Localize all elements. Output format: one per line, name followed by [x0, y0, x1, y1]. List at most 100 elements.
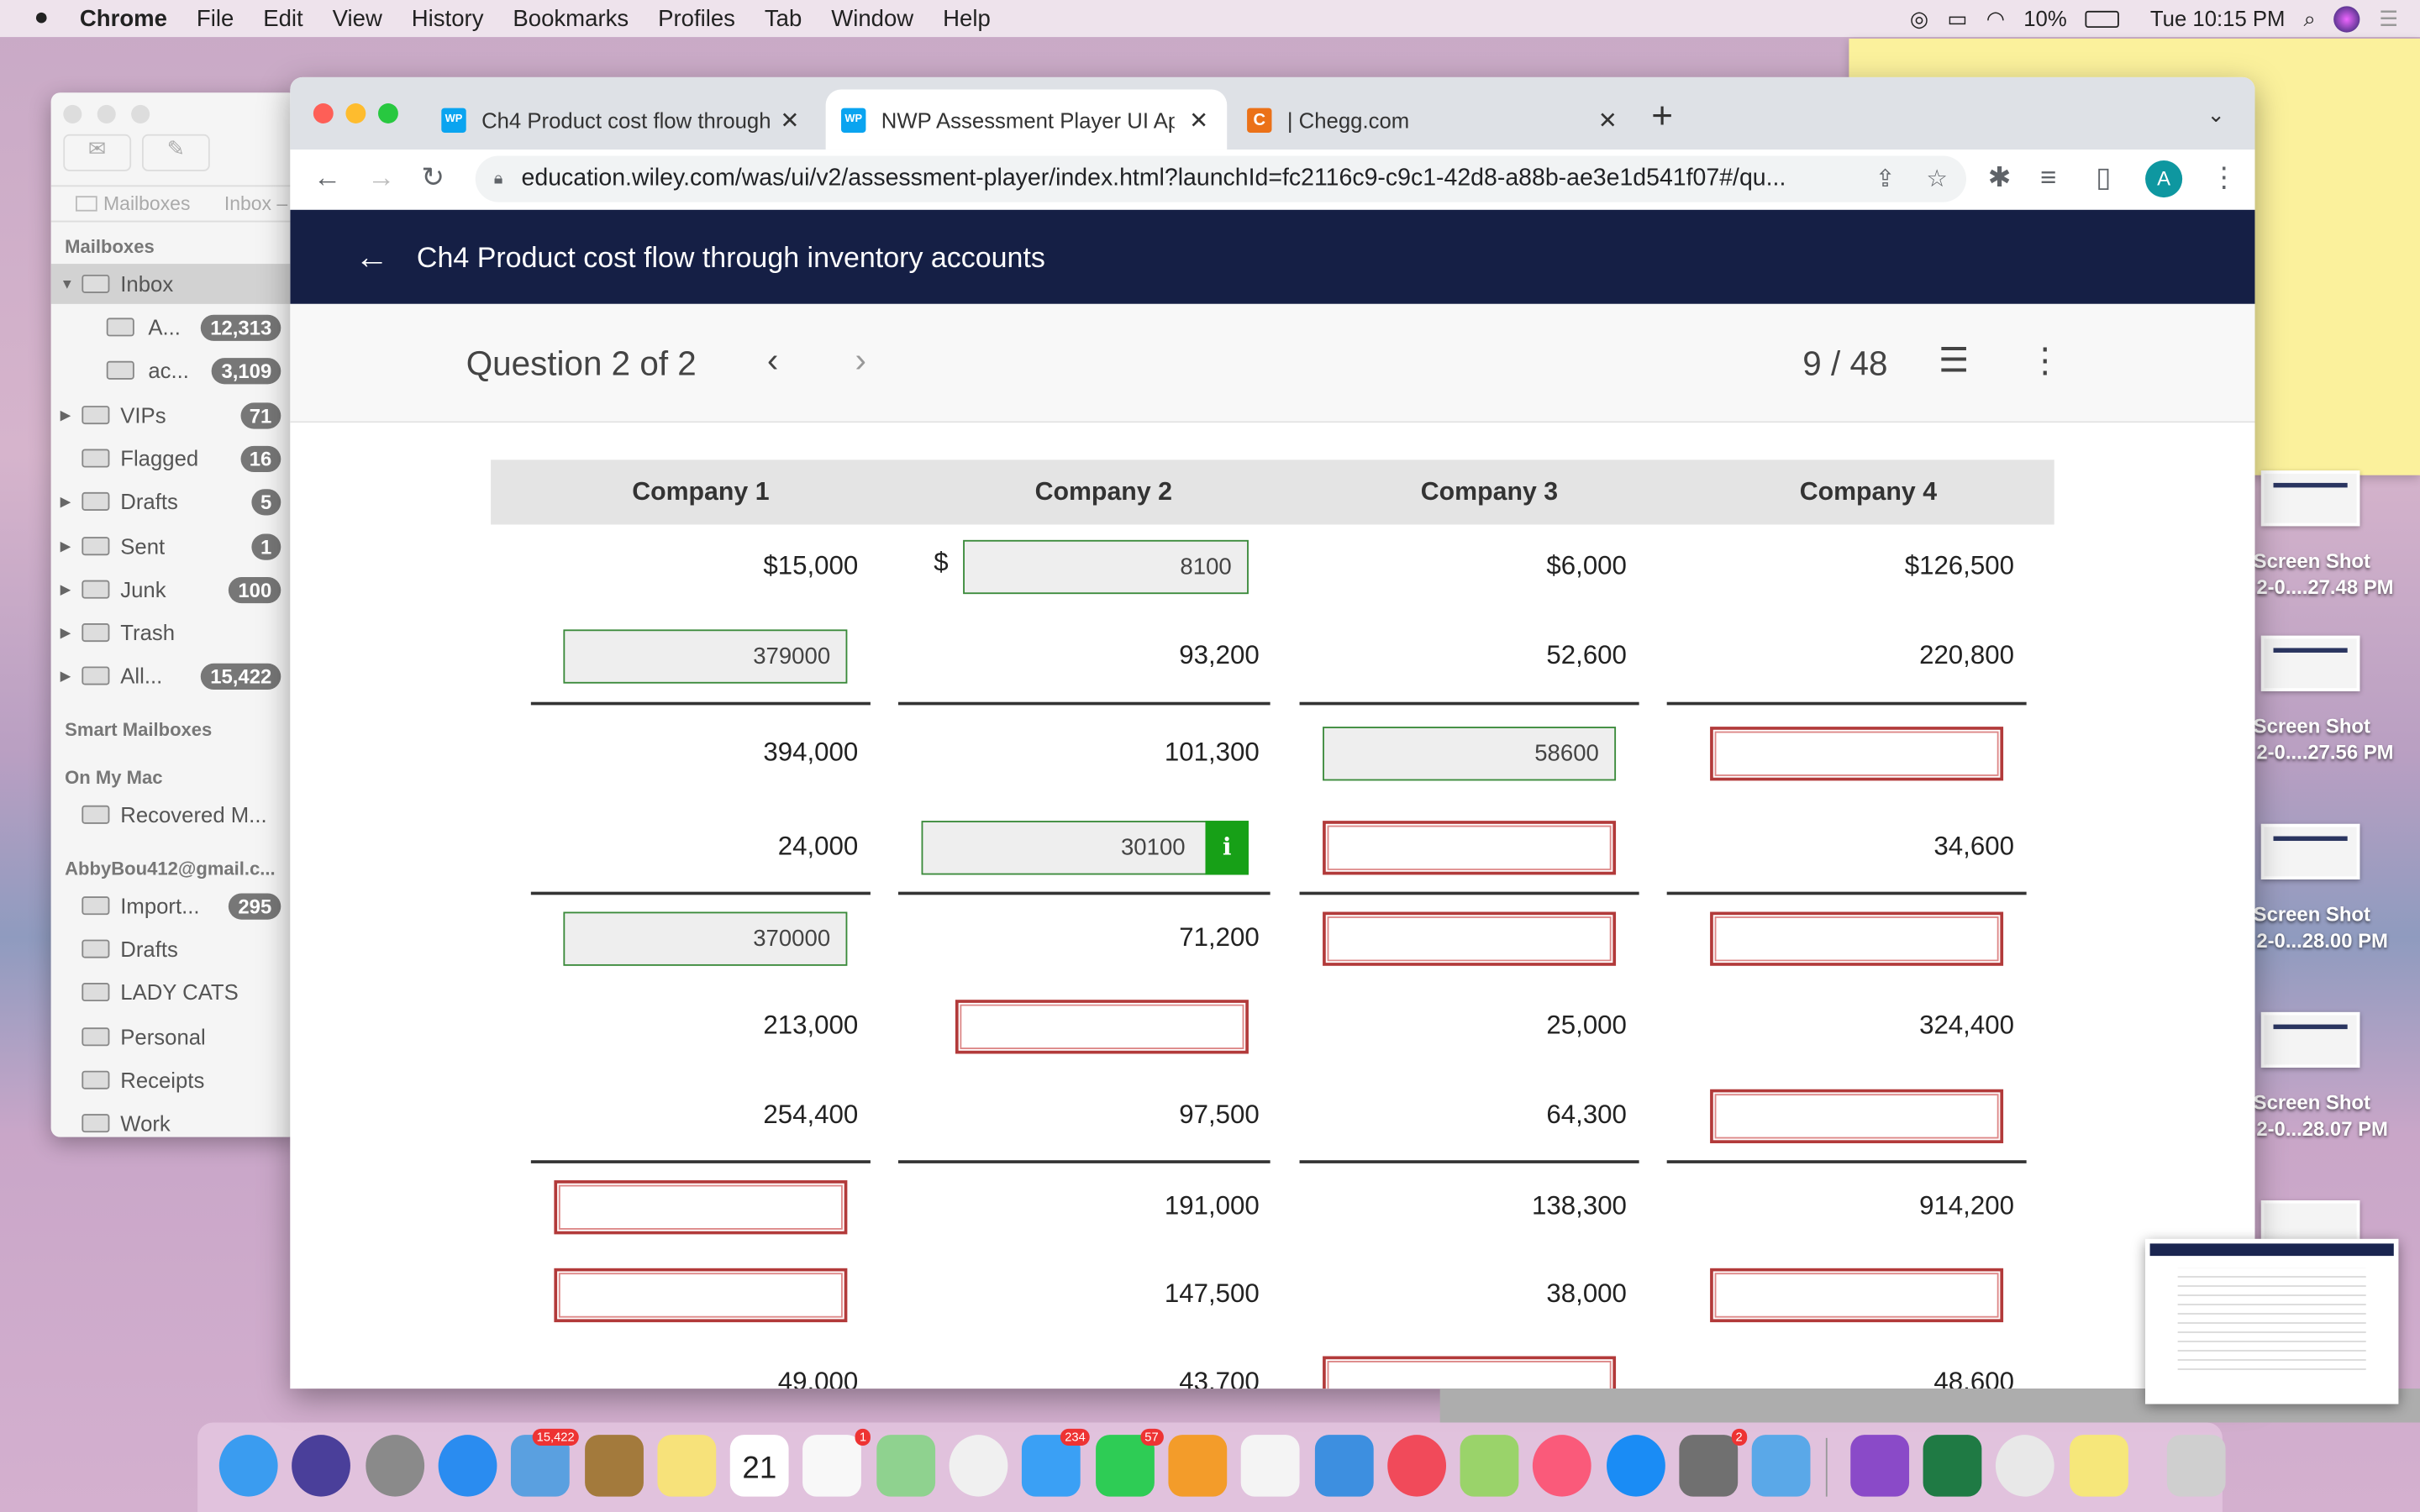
- previous-question-chevron-icon[interactable]: ‹: [766, 340, 779, 380]
- answer-input-correct[interactable]: 370000: [563, 911, 848, 966]
- menu-view[interactable]: View: [332, 5, 382, 32]
- answer-input-incorrect[interactable]: [1323, 911, 1617, 966]
- back-arrow-icon[interactable]: ←: [355, 236, 389, 276]
- disclosure-closed-icon[interactable]: ▶: [60, 667, 71, 683]
- mailbox-trash[interactable]: ▶ Trash: [51, 612, 291, 653]
- close-tab-icon[interactable]: ✕: [780, 107, 800, 134]
- disclosure-closed-icon[interactable]: ▶: [60, 580, 71, 596]
- disclosure-closed-icon[interactable]: ▶: [60, 406, 71, 423]
- clock[interactable]: Tue 10:15 PM: [2149, 6, 2286, 31]
- info-icon[interactable]: i: [1205, 821, 1249, 875]
- answer-input-incorrect[interactable]: [554, 1268, 848, 1323]
- dock-contacts-icon[interactable]: [584, 1435, 644, 1497]
- close-button[interactable]: [63, 104, 82, 123]
- browser-tab[interactable]: WP Ch4 Product cost flow through ✕: [426, 90, 818, 150]
- menu-help[interactable]: Help: [943, 5, 991, 32]
- share-icon[interactable]: ⇪: [1875, 165, 1896, 192]
- answer-input-correct[interactable]: 58600: [1323, 727, 1617, 781]
- mail-folder[interactable]: Receipts: [51, 1060, 291, 1100]
- answer-input-incorrect[interactable]: [955, 1000, 1249, 1054]
- dock-macos-installer-icon[interactable]: [1849, 1435, 1909, 1497]
- more-options-icon[interactable]: ⋮: [2028, 340, 2062, 380]
- dock-notes-icon[interactable]: [657, 1435, 716, 1497]
- address-bar[interactable]: 🔒︎ education.wiley.com/was/ui/v2/assessm…: [475, 155, 1967, 202]
- mail-folder[interactable]: Recovered M...: [51, 795, 291, 835]
- dock-photos-icon[interactable]: [949, 1435, 1008, 1497]
- close-tab-icon[interactable]: ✕: [1597, 107, 1618, 134]
- dock-reminders-icon[interactable]: 1: [802, 1428, 871, 1497]
- compose-button[interactable]: ✎: [141, 134, 210, 171]
- airplay-icon[interactable]: ▭: [1947, 5, 1968, 30]
- browser-tab[interactable]: C | Chegg.com ✕: [1232, 90, 1636, 150]
- answer-input-correct[interactable]: 8100: [963, 539, 1249, 595]
- answer-input-incorrect[interactable]: [1710, 727, 2004, 781]
- battery-icon[interactable]: [2085, 9, 2120, 28]
- menu-window[interactable]: Window: [831, 5, 914, 32]
- media-control-icon[interactable]: ≡: [2040, 161, 2057, 193]
- desktop-screenshot-file[interactable]: [2260, 635, 2360, 691]
- get-mail-button[interactable]: ✉: [63, 134, 132, 171]
- bookmark-star-icon[interactable]: ☆: [1926, 165, 1948, 192]
- dock-calendar-icon[interactable]: 21: [729, 1435, 789, 1497]
- mailbox-sent[interactable]: ▶ Sent 1: [51, 526, 291, 566]
- sidebar-toggle-icon[interactable]: [76, 196, 97, 212]
- mailbox-vips[interactable]: ▶ VIPs 71: [51, 395, 291, 435]
- mail-folder[interactable]: LADY CATS: [51, 972, 291, 1012]
- menu-bookmarks[interactable]: Bookmarks: [513, 5, 629, 32]
- wifi-icon[interactable]: ◠: [1986, 5, 2006, 30]
- desktop-screenshot-file[interactable]: [2260, 823, 2360, 879]
- mailbox-drafts[interactable]: ▶ Drafts 5: [51, 481, 291, 522]
- dock-maps-icon[interactable]: [876, 1435, 935, 1497]
- notification-center-icon[interactable]: ☰: [2379, 5, 2399, 30]
- menu-profiles[interactable]: Profiles: [658, 5, 735, 32]
- answer-input-incorrect[interactable]: [554, 1180, 848, 1235]
- question-list-icon[interactable]: ☰: [1938, 340, 1970, 380]
- next-question-chevron-icon[interactable]: ›: [855, 340, 867, 380]
- siri-icon[interactable]: [2333, 5, 2361, 32]
- disclosure-closed-icon[interactable]: ▶: [60, 623, 71, 640]
- dock-facetime-icon[interactable]: 57: [1095, 1428, 1164, 1497]
- answer-input-incorrect[interactable]: [1710, 1268, 2004, 1323]
- dock-trash-icon[interactable]: [2166, 1435, 2226, 1497]
- dock-system-preferences-icon[interactable]: 2: [1679, 1428, 1748, 1497]
- desktop-screenshot-file[interactable]: [2260, 1011, 2360, 1068]
- inbox-button[interactable]: Inbox –: [224, 192, 288, 215]
- menu-app-name[interactable]: Chrome: [79, 5, 168, 32]
- maximize-window-button[interactable]: [378, 103, 398, 123]
- answer-input-correct[interactable]: 30100 i: [921, 821, 1249, 875]
- mail-folder[interactable]: Work: [51, 1103, 291, 1137]
- answer-input-incorrect[interactable]: [1710, 1089, 2004, 1144]
- dock-pages-icon[interactable]: [1168, 1435, 1228, 1497]
- menu-edit[interactable]: Edit: [263, 5, 303, 32]
- dock-numbers-icon[interactable]: [1241, 1435, 1300, 1497]
- answer-input-correct[interactable]: 379000: [563, 629, 848, 684]
- dock-mail-icon[interactable]: 15,422: [511, 1428, 580, 1497]
- extensions-puzzle-icon[interactable]: ✱: [1987, 161, 2012, 193]
- minimize-window-button[interactable]: [345, 103, 366, 123]
- dock-siri-icon[interactable]: [292, 1435, 351, 1497]
- profile-avatar[interactable]: A: [2145, 160, 2183, 198]
- disclosure-closed-icon[interactable]: ▶: [60, 538, 71, 554]
- close-tab-icon[interactable]: ✕: [1189, 107, 1209, 134]
- reload-icon[interactable]: ↻: [421, 161, 445, 193]
- close-window-button[interactable]: [313, 103, 334, 123]
- creative-cloud-icon[interactable]: ◎: [1909, 5, 1929, 30]
- dock-script-editor-icon[interactable]: [1460, 1435, 1519, 1497]
- mailboxes-button[interactable]: Mailboxes: [103, 192, 191, 215]
- dock-music-icon[interactable]: [1533, 1435, 1592, 1497]
- dock-finder-icon[interactable]: [218, 1435, 278, 1497]
- mailbox-a[interactable]: A... 12,313: [51, 307, 291, 348]
- desktop-screenshot-file[interactable]: [2260, 470, 2360, 527]
- menu-file[interactable]: File: [196, 5, 234, 32]
- menu-tab[interactable]: Tab: [764, 5, 802, 32]
- dock-network-utility-icon[interactable]: [1752, 1435, 1812, 1497]
- answer-input-incorrect[interactable]: [1323, 821, 1617, 875]
- answer-input-incorrect[interactable]: [1710, 911, 2004, 966]
- zoom-button[interactable]: [131, 104, 150, 123]
- browser-tab[interactable]: WP NWP Assessment Player UI Ap ✕: [825, 89, 1228, 150]
- mailbox-ac[interactable]: ac... 3,109: [51, 350, 291, 391]
- mailbox-junk[interactable]: ▶ Junk 100: [51, 570, 291, 610]
- forward-arrow-icon[interactable]: →: [367, 161, 396, 193]
- lock-icon[interactable]: 🔒︎: [493, 169, 503, 188]
- mailbox-all[interactable]: ▶ All... 15,422: [51, 656, 291, 696]
